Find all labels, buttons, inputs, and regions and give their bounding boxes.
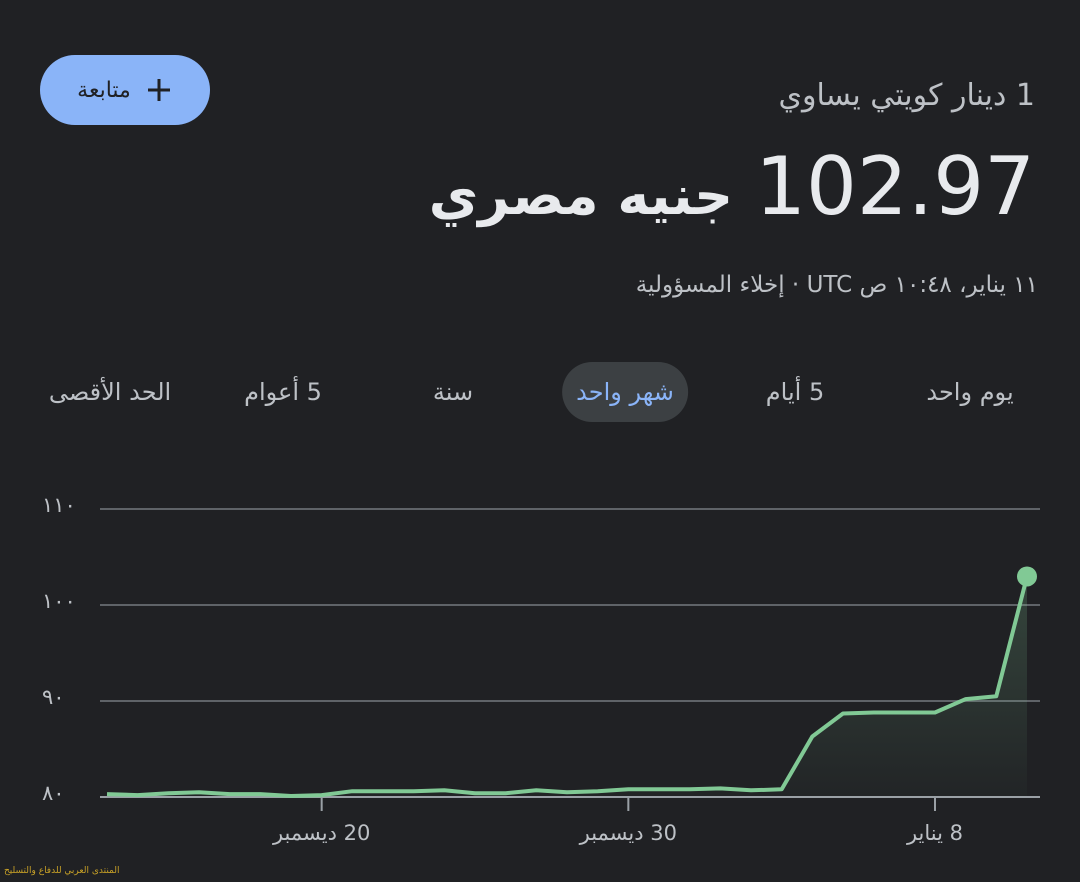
x-tick-label: 30 ديسمبر bbox=[579, 821, 677, 845]
title: 1 دينار كويتي يساوي bbox=[778, 78, 1035, 113]
area bbox=[107, 576, 1027, 797]
follow-label: متابعة bbox=[77, 77, 131, 103]
tab[interactable]: 5 أيام bbox=[765, 378, 825, 406]
amount: 102.97 bbox=[755, 140, 1035, 233]
tab[interactable]: يوم واحد bbox=[926, 378, 1014, 406]
plus-icon bbox=[147, 79, 170, 101]
line bbox=[106, 576, 1029, 798]
currency: جنيه مصري bbox=[428, 164, 734, 227]
end-point bbox=[1017, 566, 1037, 587]
x-tick-label: 20 ديسمبر bbox=[272, 821, 370, 845]
tab[interactable]: سنة bbox=[432, 378, 474, 406]
y-tick-label: ١١٠ bbox=[42, 493, 76, 517]
follow-button[interactable]: متابعة bbox=[40, 55, 210, 125]
watermark: المنتدى العربي للدفاع والتسليح bbox=[4, 866, 120, 876]
timestamp: ١١ يناير، ١٠:٤٨ ص UTC · إخلاء المسؤولية bbox=[635, 272, 1038, 298]
tab[interactable]: شهر واحد bbox=[562, 362, 688, 422]
x-tick-label: 8 يناير bbox=[906, 821, 963, 845]
y-tick-label: ٨٠ bbox=[42, 781, 65, 805]
y-tick-label: ٩٠ bbox=[42, 685, 65, 709]
result: 102.97 جنيه مصري bbox=[429, 140, 1035, 233]
y-tick-label: ١٠٠ bbox=[42, 589, 76, 613]
tab[interactable]: الحد الأقصى bbox=[48, 378, 172, 406]
tab[interactable]: 5 أعوام bbox=[244, 378, 322, 406]
